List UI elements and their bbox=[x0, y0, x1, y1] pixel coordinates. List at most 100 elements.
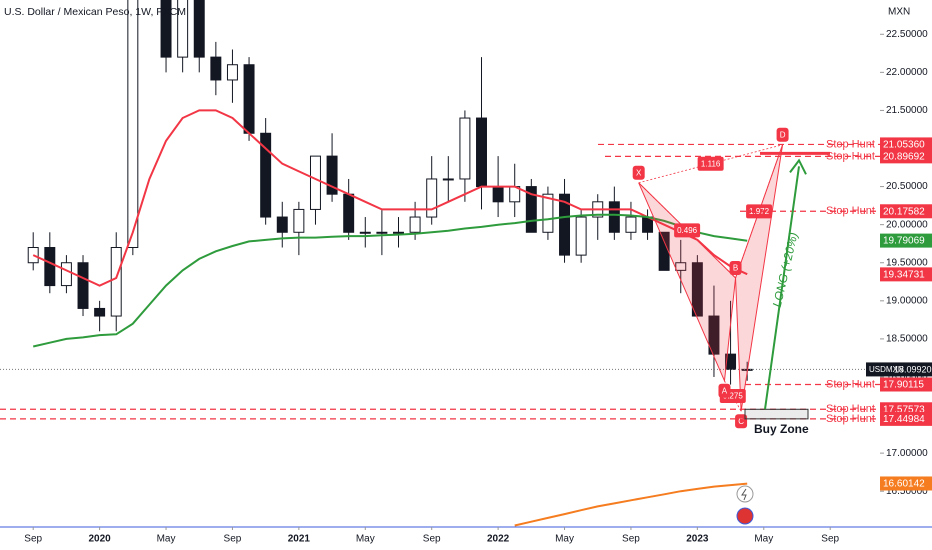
candle-body bbox=[359, 231, 371, 234]
level-price-label: 17.44984 bbox=[883, 414, 925, 425]
pattern-point-label: C bbox=[738, 417, 744, 426]
candle-body bbox=[226, 64, 238, 81]
level-text: Stop Hunt bbox=[826, 205, 875, 217]
ma-price-label: 16.60142 bbox=[883, 479, 925, 490]
x-tick-label: Sep bbox=[622, 534, 640, 545]
y-tick-label: 20.50000 bbox=[886, 181, 928, 192]
y-tick-label: 18.50000 bbox=[886, 334, 928, 345]
ratio-label: 1.972 bbox=[749, 207, 770, 216]
ma-price-box bbox=[880, 476, 932, 491]
ratio-box bbox=[674, 223, 701, 238]
candle-body bbox=[210, 56, 222, 81]
candle-body bbox=[492, 186, 504, 203]
level-text: Stop Hunt bbox=[826, 138, 875, 150]
ratio-label: 1.116 bbox=[701, 159, 721, 168]
x-tick-label: 2023 bbox=[686, 534, 709, 545]
candle-body bbox=[442, 178, 454, 181]
candle-body bbox=[542, 193, 554, 233]
x-tick-label: Sep bbox=[224, 534, 242, 545]
level-price-box bbox=[880, 377, 932, 392]
ratio-label: 0.496 bbox=[677, 226, 698, 235]
y-tick-label: 20.00000 bbox=[886, 219, 928, 230]
y-tick-label: 17.00000 bbox=[886, 448, 928, 459]
x-tick-label: May bbox=[157, 534, 176, 545]
level-price-label: 17.57573 bbox=[883, 404, 925, 415]
pattern-point-label: A bbox=[722, 386, 728, 395]
candle-body bbox=[459, 117, 471, 180]
x-tick-label: May bbox=[754, 534, 773, 545]
level-text: Stop Hunt bbox=[826, 378, 875, 390]
level-price-label: 17.90115 bbox=[883, 380, 924, 391]
flag-icon[interactable] bbox=[736, 507, 754, 525]
level-price-box bbox=[880, 137, 932, 152]
ma-price-label: 19.34731 bbox=[883, 270, 925, 281]
candle-body bbox=[559, 193, 571, 256]
x-tick-label: Sep bbox=[821, 534, 839, 545]
level-price-label: 20.17582 bbox=[883, 206, 925, 217]
pattern-point-box bbox=[776, 127, 789, 142]
y-tick-label: 16.50000 bbox=[886, 486, 928, 497]
candle-body bbox=[110, 247, 122, 317]
ratio-label: 0.275 bbox=[723, 392, 744, 401]
x-tick-label: 2022 bbox=[487, 534, 510, 545]
ratio-box bbox=[746, 204, 773, 219]
candle-body bbox=[276, 216, 288, 233]
x-tick-label: May bbox=[356, 534, 375, 545]
pattern-point-label: X bbox=[636, 168, 642, 177]
ratio-box bbox=[697, 156, 724, 171]
candle-body bbox=[658, 231, 670, 271]
buy-zone bbox=[744, 408, 809, 420]
flash-icon[interactable] bbox=[736, 485, 754, 503]
moving-average bbox=[32, 213, 748, 348]
candle-body bbox=[260, 132, 272, 218]
y-tick-label: 18.00000 bbox=[886, 372, 928, 383]
level-price-box bbox=[880, 204, 932, 219]
y-tick-label: 19.50000 bbox=[886, 257, 928, 268]
moving-average bbox=[32, 109, 748, 287]
candle-body bbox=[293, 208, 305, 233]
pattern-point-box bbox=[632, 165, 645, 180]
candle-body bbox=[193, 0, 205, 58]
x-tick-label: Sep bbox=[423, 534, 441, 545]
level-text: Stop Hunt bbox=[826, 403, 875, 415]
long-arrow bbox=[764, 166, 800, 410]
candle-body bbox=[326, 155, 338, 195]
x-tick-label: May bbox=[555, 534, 574, 545]
pattern-ratio-line bbox=[638, 144, 783, 184]
plot bbox=[27, 0, 753, 527]
pattern-point-label: B bbox=[733, 264, 738, 273]
symbol-label: USDMXN bbox=[869, 365, 904, 374]
buy-zone-label: Buy Zone bbox=[754, 422, 809, 436]
y-tick-label: 21.50000 bbox=[886, 105, 928, 116]
candle-body bbox=[393, 231, 404, 234]
candle-body bbox=[426, 178, 438, 218]
candle-body bbox=[177, 0, 189, 58]
candle-body bbox=[343, 193, 355, 233]
candle-body bbox=[44, 247, 56, 287]
candle-body bbox=[243, 64, 255, 134]
moving-average bbox=[514, 482, 748, 527]
y-tick-label: 22.00000 bbox=[886, 67, 928, 78]
pattern-point-box bbox=[718, 383, 731, 398]
candle-body bbox=[160, 0, 172, 58]
candle-body bbox=[675, 262, 687, 271]
level-price-label: 20.89692 bbox=[883, 151, 925, 162]
level-price-label: 21.05360 bbox=[883, 140, 925, 151]
chart-title: U.S. Dollar / Mexican Peso, 1W, FXCM bbox=[4, 6, 186, 18]
candle-body bbox=[77, 262, 89, 309]
y-tick-label: 22.50000 bbox=[886, 29, 928, 40]
y-tick-label: 19.00000 bbox=[886, 295, 928, 306]
pattern-ratio-line bbox=[638, 182, 736, 279]
currency: MXN bbox=[888, 7, 910, 18]
long-arrow-head bbox=[789, 158, 807, 175]
level-price-box bbox=[880, 411, 932, 426]
pattern-point-box bbox=[729, 260, 742, 275]
ma-price-label: 19.79069 bbox=[883, 236, 925, 247]
ma-price-box bbox=[880, 267, 932, 282]
candle-body bbox=[725, 353, 737, 370]
level-text: Stop Hunt bbox=[826, 150, 875, 162]
level-text: Stop Hunt bbox=[826, 413, 875, 425]
candle-body bbox=[476, 117, 487, 188]
